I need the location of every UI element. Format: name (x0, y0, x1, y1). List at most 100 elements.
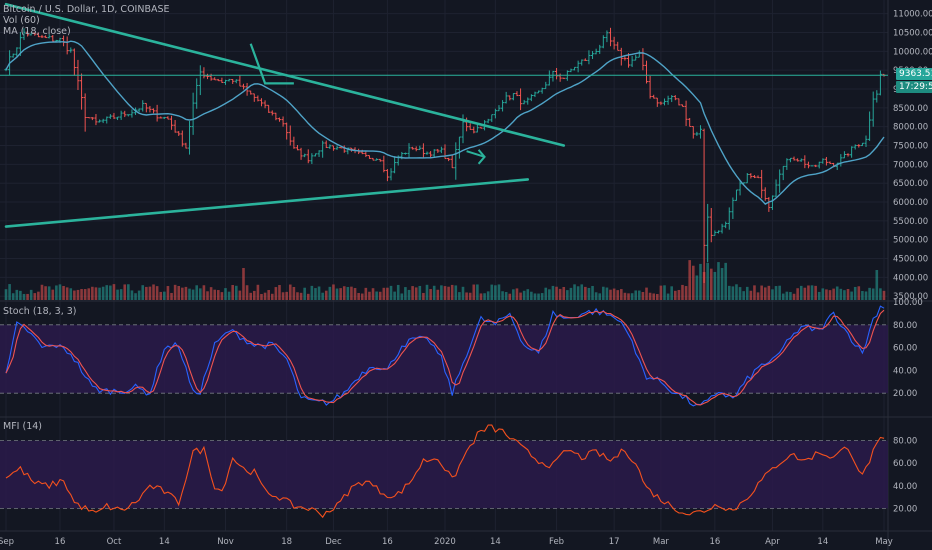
volume-bar (368, 291, 371, 300)
volume-bar (720, 268, 724, 300)
volume-bar (450, 284, 454, 300)
volume-bar (101, 286, 105, 300)
volume-bar (515, 288, 519, 300)
volume-bar (479, 293, 483, 300)
volume-bar (846, 289, 850, 300)
volume-bar (792, 293, 796, 300)
volume-bar (51, 289, 55, 300)
volume-bar (587, 287, 591, 300)
volume-bar (44, 286, 47, 300)
volume-bar (141, 285, 145, 300)
volume-bar (137, 290, 141, 300)
volume-bar (512, 289, 515, 300)
volume-bar (533, 293, 537, 300)
volume-bar (551, 285, 555, 300)
volume-bar (109, 285, 112, 300)
volume-bar (713, 271, 717, 300)
volume-bar (785, 291, 789, 300)
volume-bar (260, 293, 263, 300)
volume-bar (756, 292, 760, 300)
volume-bar (145, 286, 148, 300)
volume-bar (353, 288, 357, 300)
volume-bar (497, 284, 501, 300)
volume-bar (328, 286, 332, 300)
volume-bar (414, 287, 418, 300)
volume-bar (73, 290, 76, 300)
volume-bar (116, 289, 119, 300)
volume-bar (40, 284, 44, 300)
volume-bar (591, 285, 594, 300)
volume-bar (781, 293, 785, 300)
stoch-tick-label: 100.00 (893, 298, 923, 308)
price-tick-label: 5500.00 (893, 217, 928, 227)
volume-bar (602, 286, 605, 300)
volume-bar (857, 286, 861, 300)
volume-bar (76, 289, 80, 300)
volume-bar (429, 288, 432, 300)
volume-bar (94, 287, 98, 300)
volume-bar (569, 287, 573, 300)
volume-bar (763, 287, 767, 300)
volume-bar (580, 284, 584, 300)
volume-bar (342, 286, 346, 300)
volume-bar (206, 291, 209, 300)
volume-bar (242, 268, 245, 300)
volume-bar (864, 291, 868, 300)
volume-bar (184, 286, 188, 300)
volume-bar (638, 290, 641, 300)
volume-bar (871, 288, 875, 300)
volume-bar (220, 292, 224, 300)
price-tick-label: 10000.00 (893, 47, 932, 57)
volume-bar (594, 292, 598, 300)
stoch-tick-label: 40.00 (893, 366, 917, 376)
volume-bar (19, 290, 22, 300)
time-tick-label: Mar (653, 537, 670, 547)
arrow-head (477, 149, 486, 165)
volume-bar (807, 285, 810, 300)
volume-bar (774, 286, 778, 300)
volume-bar (810, 285, 814, 300)
volume-bar (249, 292, 252, 300)
volume-bar (335, 288, 339, 300)
price-tick-label: 4000.00 (893, 273, 928, 283)
volume-bar (123, 284, 127, 300)
time-tick-label: Oct (107, 537, 122, 547)
volume-bar (882, 290, 886, 300)
volume-bar (645, 287, 648, 300)
volume-bar (202, 285, 206, 300)
volume-bar (688, 260, 691, 300)
volume-bar (501, 291, 504, 300)
time-tick-label: 16 (55, 537, 66, 547)
volume-bar (558, 288, 562, 300)
volume-bar (11, 293, 15, 300)
volume-bar (490, 284, 494, 300)
volume-bar (299, 292, 303, 300)
volume-bar (87, 288, 91, 300)
volume-bar (620, 289, 623, 300)
volume-bar (112, 284, 116, 300)
volume-bar (393, 291, 396, 300)
volume-bar (303, 287, 306, 300)
volume-bar (868, 287, 871, 300)
volume-bar (436, 289, 440, 300)
volume-bar (458, 292, 461, 300)
volume-bar (709, 268, 713, 300)
volume-bar (796, 288, 799, 300)
volume-bar (278, 285, 281, 300)
countdown-tag: 17:29:55 (896, 81, 932, 93)
time-tick-label: 14 (490, 537, 501, 547)
volume-bar (702, 272, 706, 300)
time-tick-label: Feb (549, 537, 564, 547)
volume-bar (127, 284, 130, 300)
stoch-tick-label: 80.00 (893, 321, 917, 331)
volume-bar (324, 290, 328, 300)
time-tick-label: Apr (765, 537, 780, 547)
time-tick-label: 2020 (434, 537, 456, 547)
volume-bar (26, 293, 29, 300)
volume-bar (641, 291, 645, 300)
volume-bar (652, 293, 656, 300)
volume-bar (717, 262, 720, 300)
volume-bar (15, 289, 19, 300)
volume-bar (684, 286, 688, 300)
